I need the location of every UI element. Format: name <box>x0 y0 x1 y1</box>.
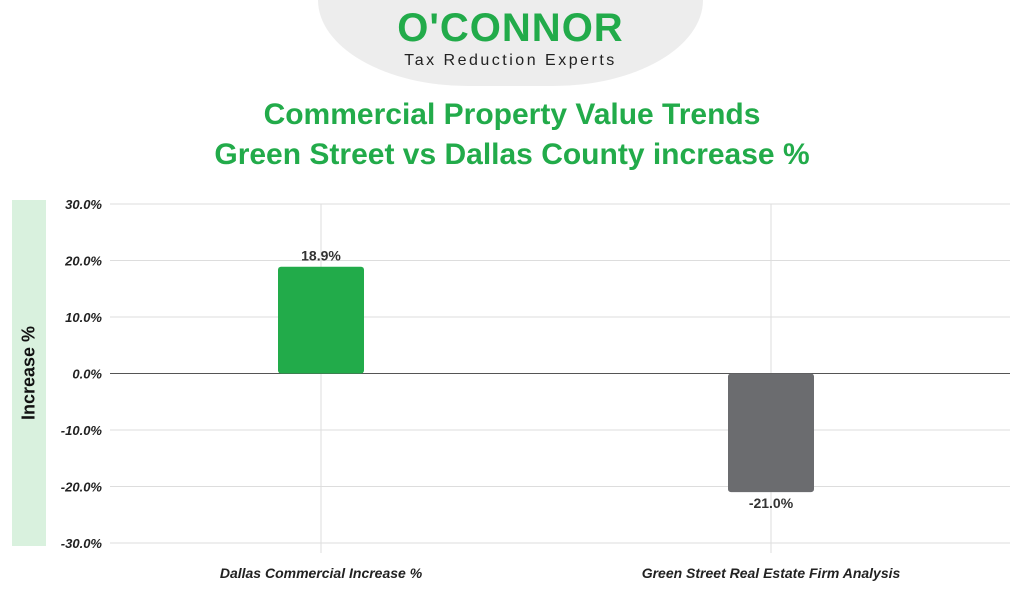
chart-title: Commercial Property Value Trends <box>263 98 761 131</box>
category-label: Dallas Commercial Increase % <box>220 565 423 581</box>
chart-subtitle: Green Street vs Dallas County increase % <box>214 138 810 171</box>
bar <box>728 373 814 493</box>
y-tick-label: -10.0% <box>61 423 103 438</box>
y-tick-label: -20.0% <box>61 480 103 495</box>
y-tick-label: 0.0% <box>72 367 102 382</box>
y-tick-label: 20.0% <box>64 254 102 269</box>
data-label: -21.0% <box>749 495 794 511</box>
y-tick-label: 30.0% <box>65 197 102 212</box>
data-label: 18.9% <box>301 248 341 264</box>
bar <box>278 266 364 374</box>
y-tick-label: -30.0% <box>61 536 103 551</box>
logo-wordmark: O'CONNOR <box>397 6 624 50</box>
logo-tagline: Tax Reduction Experts <box>404 52 617 69</box>
category-label: Green Street Real Estate Firm Analysis <box>642 565 901 581</box>
y-axis-label-band <box>12 200 46 546</box>
y-tick-label: 10.0% <box>65 310 102 325</box>
